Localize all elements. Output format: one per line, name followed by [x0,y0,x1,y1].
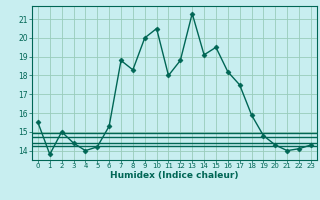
X-axis label: Humidex (Indice chaleur): Humidex (Indice chaleur) [110,171,239,180]
